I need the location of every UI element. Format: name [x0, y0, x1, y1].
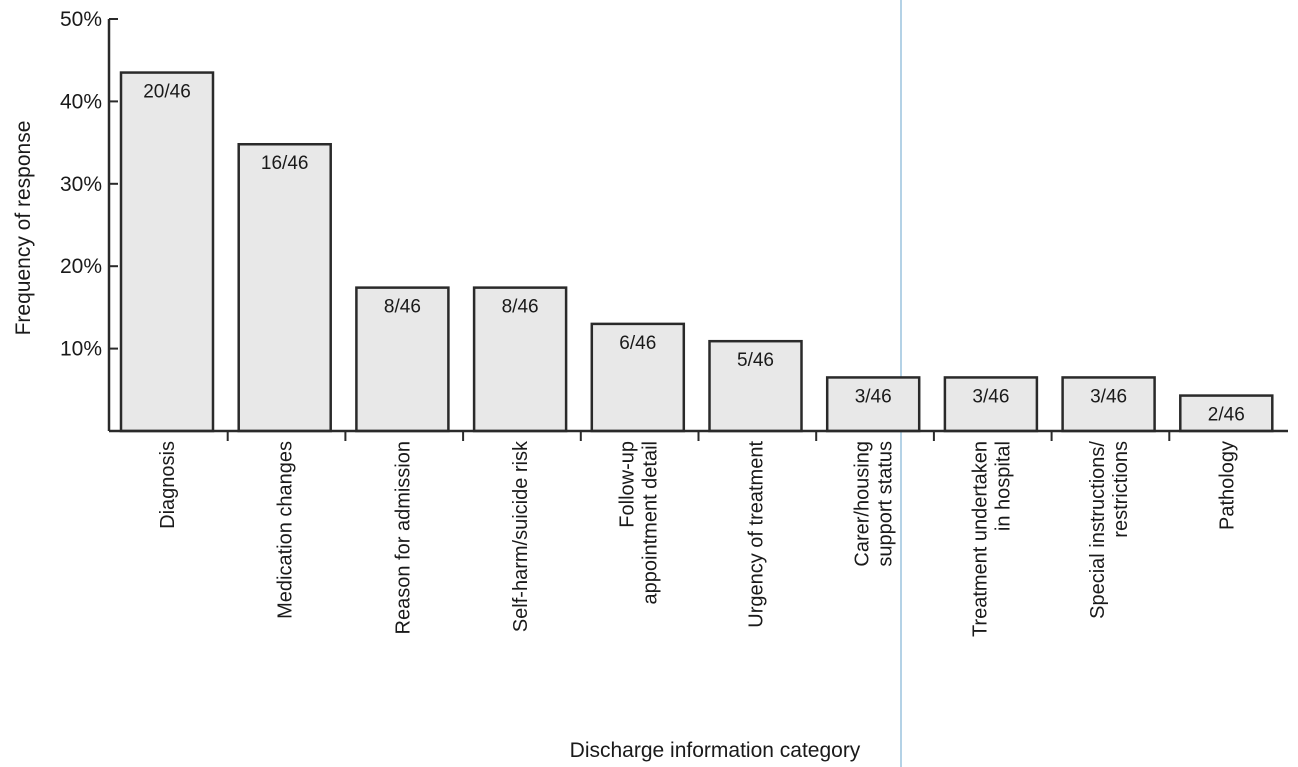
x-category-label: Special instructions/	[1087, 441, 1109, 619]
x-category-label: restrictions	[1110, 441, 1132, 538]
bar	[825, 376, 921, 433]
x-category-label: appointment detail	[639, 441, 661, 604]
y-tick-label: 40%	[60, 90, 102, 113]
x-category-label: in hospital	[992, 441, 1014, 531]
bar-data-label: 6/46	[619, 333, 656, 354]
x-category-label: Medication changes	[275, 441, 297, 619]
x-category-label: support status	[875, 441, 897, 567]
x-category-label: Pathology	[1216, 441, 1238, 530]
y-tick-label: 50%	[60, 8, 102, 31]
bar-data-label: 16/46	[261, 153, 309, 174]
bar	[472, 286, 568, 433]
y-tick-label: 20%	[60, 255, 102, 278]
bar	[119, 71, 215, 433]
bar-data-label: 2/46	[1208, 405, 1245, 426]
x-axis-title: Discharge information category	[570, 739, 861, 762]
bar-data-label: 3/46	[972, 386, 1009, 407]
axes-layer	[107, 18, 1288, 441]
labels-layer: 20/46 16/46 8/46 8/46 6/46 5/46 3/46 3/46 3/46 2/…	[60, 8, 1245, 637]
bar	[943, 376, 1039, 433]
bar-data-label: 20/46	[143, 82, 191, 103]
bar	[1061, 376, 1156, 433]
bar-data-label: 5/46	[737, 350, 774, 371]
x-category-label: Follow-up	[616, 441, 638, 528]
bar-data-label: 3/46	[855, 386, 892, 407]
bar-data-label: 8/46	[384, 297, 421, 318]
bars-layer	[119, 71, 1274, 433]
x-category-label: Self-harm/suicide risk	[510, 440, 532, 632]
x-category-label: Diagnosis	[157, 441, 179, 529]
bar-data-label: 8/46	[502, 297, 539, 318]
bar-data-label: 3/46	[1090, 386, 1127, 407]
bar	[1179, 394, 1274, 433]
x-category-label: Urgency of treatment	[746, 441, 768, 628]
y-tick-label: 30%	[60, 173, 102, 196]
x-category-label: Carer/housing	[852, 441, 874, 567]
x-category-label: Reason for admission	[392, 441, 414, 634]
y-axis-title: Frequency of response	[12, 121, 35, 336]
y-tick-label: 10%	[60, 338, 102, 361]
x-category-label: Treatment undertaken	[969, 441, 991, 637]
bar	[237, 142, 332, 433]
